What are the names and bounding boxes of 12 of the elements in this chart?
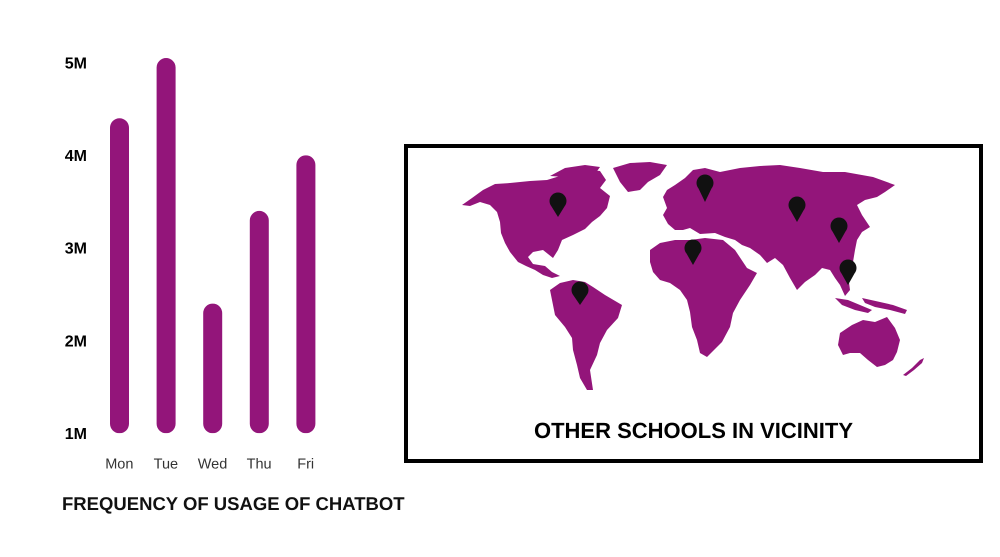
y-tick-label: 2M <box>64 333 87 350</box>
x-tick-label: Tue <box>154 456 178 473</box>
y-tick-label: 5M <box>64 55 87 72</box>
x-axis-title: FREQUENCY OF USAGE OF CHATBOT <box>62 493 405 515</box>
y-tick-label: 3M <box>64 240 87 258</box>
text: OTHER SCHOOLS IN VICINITY <box>532 418 854 443</box>
y-tick-label: 4M <box>64 148 87 166</box>
y-tick-label: 1M <box>64 426 87 443</box>
x-tick-label: Thu <box>246 456 272 473</box>
x-tick-label: Wed <box>198 456 228 473</box>
x-tick-label: Mon <box>105 456 134 473</box>
x-tick-label: Fri <box>297 456 314 473</box>
